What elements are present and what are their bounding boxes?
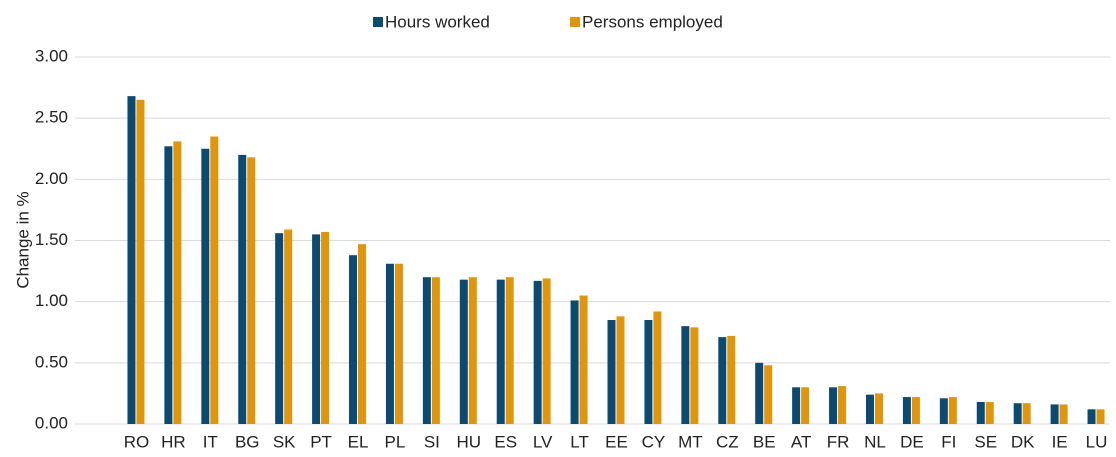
- bar: [312, 234, 321, 424]
- x-tick-label: LV: [533, 432, 553, 451]
- bar: [579, 295, 588, 424]
- x-tick-label: NL: [864, 432, 886, 451]
- x-tick-label: LT: [570, 432, 589, 451]
- y-tick-label: 1.50: [35, 230, 68, 249]
- x-tick-label: LU: [1086, 432, 1108, 451]
- bar: [792, 387, 801, 424]
- x-tick-label: MT: [678, 432, 703, 451]
- x-tick-label: ES: [494, 432, 517, 451]
- bar: [865, 394, 874, 424]
- bar: [1059, 404, 1068, 424]
- bar: [838, 386, 847, 424]
- legend-swatch: [570, 17, 580, 27]
- x-tick-label: IT: [203, 432, 218, 451]
- bar: [902, 397, 911, 424]
- x-tick-label: PL: [385, 432, 406, 451]
- bar: [468, 277, 477, 424]
- x-tick-label: HU: [457, 432, 482, 451]
- y-tick-label: 2.50: [35, 108, 68, 127]
- bar: [496, 279, 505, 424]
- bar: [431, 277, 440, 424]
- x-tick-label: IE: [1052, 432, 1068, 451]
- x-tick-label: EL: [348, 432, 369, 451]
- x-tick-label: BE: [753, 432, 776, 451]
- y-tick-label: 0.50: [35, 352, 68, 371]
- bar: [394, 263, 403, 424]
- x-tick-label: RO: [124, 432, 150, 451]
- bar: [1087, 409, 1096, 424]
- x-tick-label: EE: [605, 432, 628, 451]
- bar: [210, 136, 219, 424]
- bar: [616, 316, 625, 424]
- bar: [459, 279, 468, 424]
- bar: [1022, 403, 1031, 424]
- bar: [422, 277, 431, 424]
- bar: [874, 393, 883, 424]
- x-tick-label: SK: [273, 432, 296, 451]
- x-tick-label: FI: [941, 432, 956, 451]
- bar: [644, 320, 653, 424]
- bar: [976, 401, 985, 424]
- legend-label: Persons employed: [582, 12, 723, 31]
- bar: [607, 320, 616, 424]
- bar: [570, 300, 579, 424]
- bar: [164, 146, 173, 424]
- bar: [275, 233, 284, 424]
- x-tick-label: BG: [235, 432, 260, 451]
- x-tick-label: FR: [827, 432, 850, 451]
- bar: [284, 229, 293, 424]
- legend-swatch: [373, 17, 383, 27]
- bar: [358, 244, 367, 424]
- bar: [238, 154, 247, 424]
- y-axis-label: Change in %: [13, 191, 32, 288]
- x-tick-label: AT: [791, 432, 811, 451]
- bar: [718, 337, 727, 424]
- bar: [349, 255, 358, 424]
- bar: [690, 327, 699, 424]
- x-tick-label: DK: [1011, 432, 1035, 451]
- bar: [755, 362, 764, 424]
- bar: [727, 335, 736, 424]
- bar: [1096, 409, 1105, 424]
- bar: [533, 280, 542, 424]
- x-tick-label: CZ: [716, 432, 739, 451]
- x-tick-label: CY: [642, 432, 666, 451]
- bar: [801, 387, 810, 424]
- bar: [136, 99, 145, 425]
- y-tick-label: 2.00: [35, 169, 68, 188]
- legend-label: Hours worked: [385, 12, 490, 31]
- y-tick-label: 3.00: [35, 46, 68, 65]
- bar: [948, 397, 957, 424]
- bar: [764, 365, 773, 424]
- bar: [385, 263, 394, 424]
- x-tick-label: PT: [310, 432, 332, 451]
- bar: [127, 96, 136, 424]
- bar: [173, 141, 182, 424]
- bar: [939, 398, 948, 424]
- y-tick-label: 0.00: [35, 413, 68, 432]
- bar: [321, 231, 330, 424]
- bar: [985, 401, 994, 424]
- x-tick-label: DE: [900, 432, 924, 451]
- bar: [542, 278, 551, 424]
- bar: [653, 311, 662, 424]
- bar: [829, 387, 838, 424]
- bar: [1013, 403, 1022, 424]
- bar: [201, 148, 210, 424]
- bar: [681, 326, 690, 424]
- y-tick-label: 1.00: [35, 291, 68, 310]
- bar: [911, 397, 920, 424]
- x-tick-label: SE: [974, 432, 997, 451]
- bar: [1050, 404, 1059, 424]
- bar: [247, 157, 256, 424]
- x-tick-label: SI: [424, 432, 440, 451]
- bar: [505, 277, 514, 424]
- x-tick-label: HR: [161, 432, 186, 451]
